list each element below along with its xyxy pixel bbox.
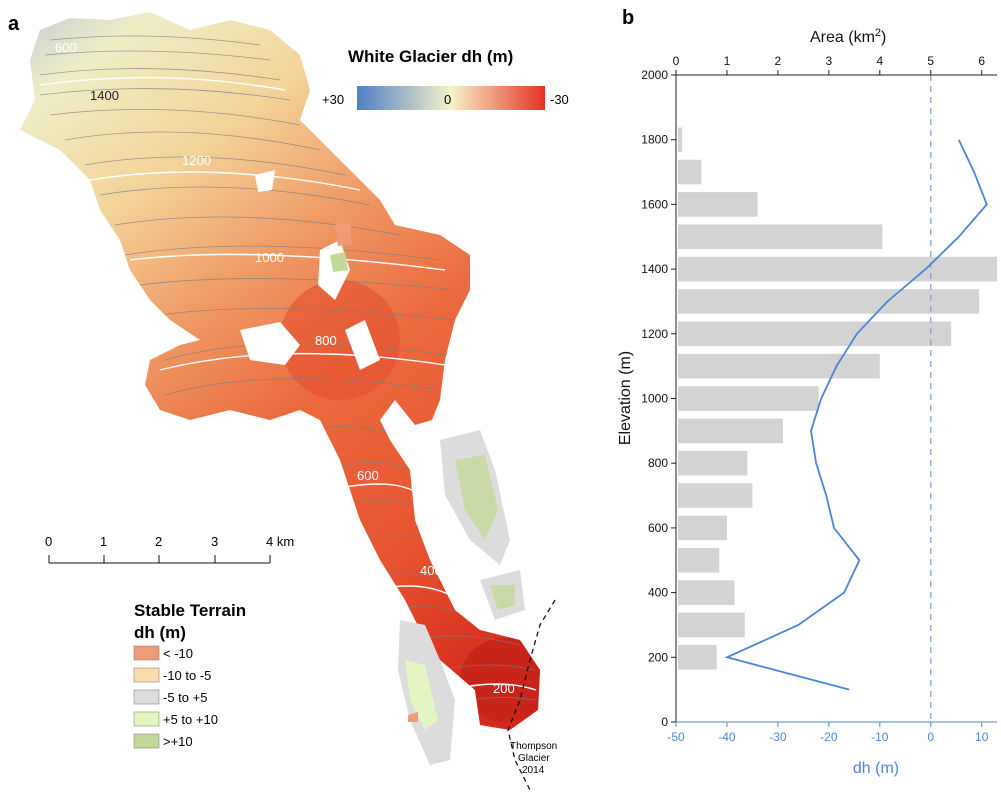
dh-profile-line [727,140,987,690]
legend-swatch [134,668,159,682]
x-bottom-tick-label: 10 [975,730,989,744]
y-tick-label: 0 [661,715,668,729]
area-bar [678,224,882,249]
area-bar [678,419,783,444]
panel-letter-a: a [8,13,20,35]
colorbar-mid-label: 0 [444,92,451,107]
x-top-tick-label: 4 [876,54,883,68]
area-bar [678,192,758,217]
area-bar [678,257,997,282]
contour-label: 600 [55,40,77,55]
area-bar [678,613,745,638]
scale-tick-label: 1 [100,534,107,549]
scale-tick-label: 0 [45,534,52,549]
legend-swatch [134,646,159,660]
area-bar [678,322,951,347]
legend-swatch [134,690,159,704]
glacier-dh-surface [0,0,600,796]
legend-item-label: -5 to +5 [163,690,207,705]
x-top-tick-label: 0 [673,54,680,68]
glacier-map: 600 1400 1200 1000 800 600 400 200 a Whi… [0,0,600,796]
y-tick-label: 1200 [641,327,668,341]
annotation-line2: Glacier [518,753,550,764]
contour-label: 1400 [90,88,119,103]
x-top-tick-label: 3 [826,54,833,68]
panel-letter-b: b [622,7,634,29]
y-tick-label: 1000 [641,392,668,406]
colorbar-right-label: -30 [550,92,569,107]
area-bar [678,354,880,379]
y-tick-label: 2000 [641,68,668,82]
scale-tick-label: 2 [155,534,162,549]
x-top-tick-label: 6 [978,54,985,68]
stable-legend-title: Stable Terrain [134,601,246,620]
y-tick-label: 1800 [641,133,668,147]
colorbar-left-label: +30 [322,92,344,107]
contour-label: 400 [420,563,442,578]
x-top-tick-label: 2 [775,54,782,68]
area-bar [678,580,735,605]
area-bar [678,127,682,152]
annotation-line1: Thompson [510,741,557,752]
x-top-tick-label: 1 [724,54,731,68]
x-bottom-tick-label: 0 [927,730,934,744]
y-axis-title: Elevation (m) [617,351,634,445]
legend-item-label: >+10 [163,734,193,749]
legend-swatch [134,734,159,748]
area-bar [678,386,819,411]
stable-legend-subtitle: dh (m) [134,623,186,642]
legend-item-label: -10 to -5 [163,668,211,683]
scale-tick-label: 3 [211,534,218,549]
stable-terrain-legend: Stable Terrain dh (m) < -10 -10 to -5 -5 t… [134,601,246,749]
x-top-axis-title: Area (km2) [810,27,886,46]
contour-label: 600 [357,468,379,483]
area-bar [678,451,747,476]
y-tick-label: 600 [648,521,668,535]
legend-item-label: < -10 [163,646,193,661]
x-bottom-tick-label: -50 [667,730,685,744]
contour-label: 800 [315,333,337,348]
legend-swatch [134,712,159,726]
elevation-chart: b Area (km2) Elevation (m) dh (m) 020040… [600,0,1001,796]
scale-tick-label: 4 km [266,534,294,549]
x-bottom-tick-label: -10 [871,730,889,744]
x-bottom-tick-label: -30 [769,730,787,744]
area-bar [678,483,752,508]
legend-item-label: +5 to +10 [163,712,218,727]
area-bar [678,160,701,185]
x-top-tick-label: 5 [927,54,934,68]
x-bottom-axis-title: dh (m) [853,760,899,777]
colorbar-title: White Glacier dh (m) [348,47,513,66]
x-bottom-tick-label: -40 [718,730,736,744]
area-bar [678,289,979,314]
area-bar [678,516,727,541]
thompson-annotation: Thompson Glacier 2014 [510,741,557,776]
y-tick-label: 800 [648,456,668,470]
y-tick-label: 1400 [641,262,668,276]
area-bar [678,548,719,573]
colorbar: White Glacier dh (m) +30 0 -30 [322,47,569,110]
y-tick-label: 200 [648,650,668,664]
annotation-line3: 2014 [522,765,545,776]
scale-bar: 0 1 2 3 4 km [45,534,294,563]
y-tick-label: 1600 [641,197,668,211]
map-panel: 600 1400 1200 1000 800 600 400 200 a Whi… [0,0,600,796]
contour-label: 200 [493,681,515,696]
contour-label: 1000 [255,250,284,265]
contour-label: 1200 [182,153,211,168]
x-bottom-tick-label: -20 [820,730,838,744]
y-tick-label: 400 [648,586,668,600]
area-bar [678,645,717,670]
